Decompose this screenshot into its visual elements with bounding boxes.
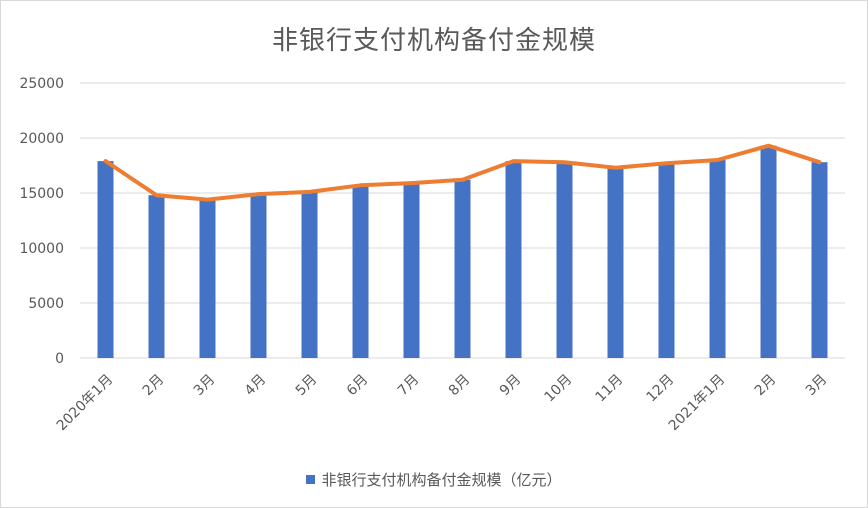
bar: [97, 161, 114, 358]
x-tick-label: 12月: [644, 372, 678, 406]
bar: [556, 162, 573, 358]
bar: [454, 179, 471, 358]
x-tick-label: 9月: [497, 372, 525, 400]
bar: [505, 161, 522, 358]
y-tick-label: 20000: [19, 131, 64, 147]
x-tick-label: 10月: [542, 372, 576, 406]
x-tick-label: 2月: [752, 372, 780, 400]
legend-swatch: [306, 475, 316, 484]
x-tick-label: 2月: [140, 372, 168, 400]
x-tick-label: 7月: [395, 372, 423, 400]
bar: [403, 183, 420, 358]
x-tick-label: 5月: [293, 372, 321, 400]
chart-title: 非银行支付机构备付金规模: [271, 26, 596, 56]
trend-line: [103, 143, 822, 202]
y-tick-label: 25000: [19, 76, 64, 92]
legend: 非银行支付机构备付金规模（亿元）: [0, 469, 868, 490]
y-axis-labels: 0 5000 10000 15000 20000 25000: [19, 76, 64, 367]
bar: [658, 163, 675, 358]
bar: [760, 145, 777, 358]
bars: [97, 145, 828, 358]
bar: [352, 185, 369, 358]
y-tick-label: 15000: [19, 186, 64, 202]
x-tick-label: 8月: [446, 372, 474, 400]
x-tick-label: 3月: [191, 372, 219, 400]
x-tick-label: 2020年1月: [54, 372, 117, 435]
y-tick-label: 10000: [19, 241, 64, 257]
bar: [709, 160, 726, 358]
bar: [250, 194, 267, 358]
bar: [301, 191, 318, 358]
bar: [199, 199, 216, 358]
x-tick-label: 3月: [803, 372, 831, 400]
y-tick-label: 0: [55, 351, 64, 367]
x-tick-label: 11月: [593, 372, 627, 406]
trend-line-path: [103, 143, 822, 202]
bar: [811, 162, 828, 358]
y-tick-label: 5000: [28, 296, 64, 312]
bar: [148, 195, 165, 358]
x-tick-label: 6月: [344, 372, 372, 400]
bar: [607, 167, 624, 358]
legend-label: 非银行支付机构备付金规模（亿元）: [321, 471, 562, 489]
x-tick-label: 4月: [242, 372, 270, 400]
